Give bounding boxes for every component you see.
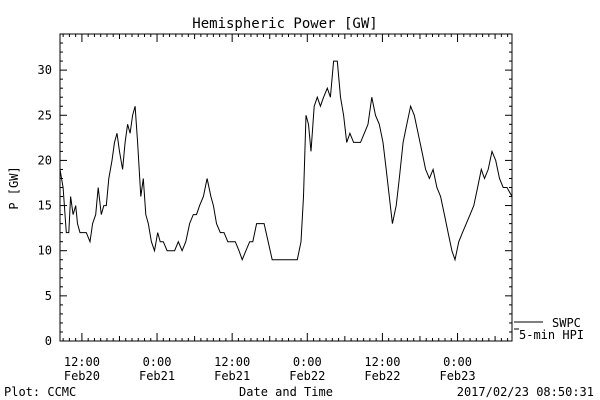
x-tick-date-label: Feb20	[64, 369, 100, 383]
x-axis-label: Date and Time	[239, 385, 333, 399]
y-tick-label: 15	[38, 199, 52, 213]
footer-plot-credit: Plot: CCMC	[4, 385, 76, 399]
y-axis-label: P [GW]	[7, 166, 21, 209]
y-tick-label: 0	[45, 334, 52, 348]
y-tick-label: 30	[38, 63, 52, 77]
plot-frame	[59, 33, 513, 342]
x-tick-time-label: 0:00	[443, 355, 472, 369]
x-tick-time-label: 12:00	[64, 355, 100, 369]
x-axis: 12:00Feb200:00Feb2112:00Feb210:00Feb2212…	[62, 34, 509, 383]
series-line-swpc	[59, 60, 513, 262]
y-tick-label: 10	[38, 244, 52, 258]
x-tick-time-label: 0:00	[143, 355, 172, 369]
y-axis: 0 5 10 15 20 25 30	[38, 42, 512, 348]
y-tick-label: 25	[38, 108, 52, 122]
legend-label-hpi: 5-min HPI	[519, 328, 584, 342]
y-tick-label: 20	[38, 153, 52, 167]
x-tick-date-label: Feb22	[289, 369, 325, 383]
y-tick-label: 5	[45, 289, 52, 303]
x-tick-date-label: Feb21	[214, 369, 250, 383]
chart-title: Hemispheric Power [GW]	[192, 16, 377, 32]
x-tick-time-label: 0:00	[293, 355, 322, 369]
x-tick-date-label: Feb21	[139, 369, 175, 383]
x-tick-date-label: Feb22	[364, 369, 400, 383]
x-tick-time-label: 12:00	[364, 355, 400, 369]
x-tick-date-label: Feb23	[439, 369, 475, 383]
legend: SWPC 5-min HPI	[514, 316, 584, 342]
legend-label-swpc: SWPC	[552, 316, 581, 330]
x-tick-time-label: 12:00	[214, 355, 250, 369]
footer-timestamp: 2017/02/23 08:50:31	[457, 385, 594, 399]
series-layer	[59, 60, 513, 262]
